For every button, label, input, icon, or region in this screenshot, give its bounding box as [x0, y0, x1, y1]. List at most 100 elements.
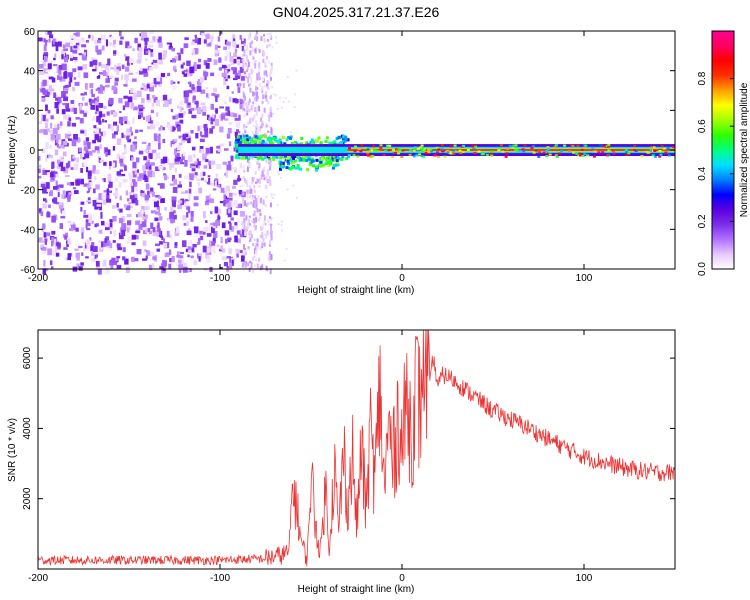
spectrogram-cell — [142, 68, 148, 74]
spectrogram-cell — [121, 229, 126, 236]
spectrogram-cell — [190, 211, 194, 218]
spectrogram-cell — [71, 139, 77, 147]
spectrogram-cell — [172, 210, 176, 214]
spectrogram-cell — [238, 83, 241, 88]
spectrogram-cell — [254, 107, 257, 112]
spectrogram-cell — [270, 223, 273, 226]
spectrogram-cell — [336, 156, 340, 159]
spectrogram-cell — [296, 163, 300, 167]
spectrogram-cell — [78, 266, 83, 271]
spectrogram-cell — [150, 124, 156, 130]
spectrogram-cell — [72, 155, 75, 159]
spectrogram-cell — [45, 142, 49, 149]
spectrogram-cell — [227, 240, 231, 243]
spectrogram-cell — [253, 221, 256, 228]
spectrogram-cell — [66, 182, 71, 186]
spectrogram-cell — [200, 148, 204, 154]
spectrogram-cell — [257, 195, 260, 200]
spectrogram-cell — [56, 139, 61, 143]
spectrogram-cell — [156, 112, 159, 117]
spectrogram-cell — [68, 117, 72, 121]
spectrogram-cell — [249, 50, 252, 56]
spectrogram-cell — [105, 193, 110, 200]
spectrogram-cell — [269, 106, 272, 112]
spectrogram-cell — [227, 69, 231, 72]
spectrogram-cell — [490, 154, 494, 157]
spectrogram-cell — [238, 70, 242, 77]
spectrogram-cell — [262, 94, 265, 99]
spectrogram-cell — [130, 87, 134, 94]
spectrogram-cell — [254, 62, 257, 69]
spectrogram-cell — [166, 218, 171, 221]
spectrogram-cell — [154, 217, 159, 222]
spectrogram-cell — [137, 176, 142, 182]
spectrogram-cell — [185, 205, 190, 208]
spectrogram-cell — [213, 87, 217, 92]
spectrogram-cell — [196, 103, 199, 110]
spectrogram-cell — [155, 99, 161, 107]
spectrogram-cell — [105, 246, 109, 249]
spectrogram-cell — [157, 135, 160, 142]
spectrogram-cell — [226, 85, 230, 90]
spectrogram-cell — [140, 37, 146, 41]
spectrogram-cell — [230, 155, 234, 162]
spectrogram-cell — [216, 145, 220, 149]
spectrogram-cell — [319, 161, 323, 164]
spectrogram-cell — [205, 33, 210, 40]
spectrogram-cell — [239, 163, 243, 169]
spectrogram-cell — [76, 253, 80, 261]
spectrogram-cell — [393, 152, 397, 154]
spectrogram-cell — [83, 183, 89, 187]
colorbar-gradient — [712, 31, 734, 269]
spectrogram-cell — [256, 95, 259, 99]
spectrogram-cell — [69, 41, 73, 48]
spectrogram-cell — [128, 205, 133, 209]
spectrogram-cell — [253, 189, 256, 194]
spectrogram-cell — [210, 182, 214, 186]
spectrogram-cell — [187, 254, 190, 258]
spectrogram-cell — [224, 148, 229, 151]
spectrogram-cell — [287, 100, 290, 103]
colorbar: 0.00.20.40.60.8 Normalized spectral ampl… — [697, 30, 750, 276]
spectrogram-cell — [113, 192, 117, 197]
spectrogram-cell — [474, 145, 478, 148]
spectrogram-cell — [114, 177, 118, 182]
spectrogram-cell — [223, 101, 228, 105]
spectrogram-cell — [88, 98, 91, 103]
spectrogram-cell — [53, 92, 57, 98]
spectrogram-cell — [93, 188, 96, 194]
spectrogram-cell — [225, 185, 230, 192]
spectrogram-cell — [239, 34, 242, 40]
spectrogram-cell — [418, 153, 422, 156]
spectrogram-cell — [164, 206, 167, 211]
spectrogram-cell — [270, 137, 274, 141]
spectrogram-cell — [161, 236, 164, 241]
spectrogram-cell — [146, 145, 151, 152]
spectrogram-cell — [112, 44, 116, 48]
spectrogram-cell — [131, 157, 134, 161]
spectrogram-cell — [577, 154, 581, 157]
spectrogram-cell — [90, 57, 96, 61]
spectrogram-cell — [256, 156, 260, 160]
spectrogram-cell — [251, 117, 254, 121]
spectrogram-cell — [229, 223, 232, 230]
spectrogram-cell — [43, 68, 48, 74]
spectrogram-cell — [175, 226, 180, 234]
spectrogram-cell — [156, 231, 159, 237]
spectrogram-cell — [250, 261, 253, 267]
spectrogram-cell — [248, 218, 251, 223]
spectrogram-cell — [270, 225, 272, 232]
spectrogram-cell — [332, 154, 336, 158]
spectrogram-cell — [83, 146, 89, 151]
spectrogram-cell — [216, 244, 220, 248]
spectrogram-cell — [558, 152, 562, 155]
spectrogram-cell — [131, 145, 136, 152]
spectrogram-cell — [144, 194, 149, 201]
spectrogram-cell — [151, 263, 155, 269]
spectrogram-cell — [94, 66, 98, 69]
spectrogram-cell — [563, 144, 567, 147]
spectrogram-cell — [96, 115, 101, 123]
spectrogram-cell — [224, 39, 228, 45]
spectrogram-cell — [273, 93, 276, 96]
